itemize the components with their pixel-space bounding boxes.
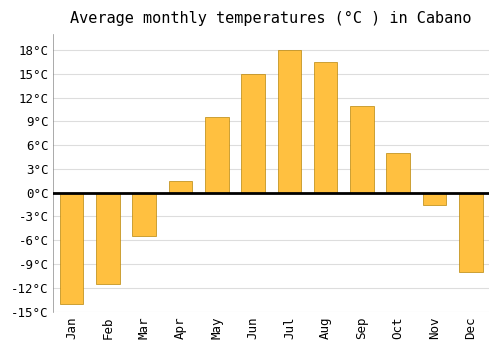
Bar — [350, 106, 374, 193]
Bar — [205, 117, 229, 193]
Bar — [422, 193, 446, 204]
Bar — [96, 193, 120, 284]
Bar — [459, 193, 482, 272]
Bar — [168, 181, 192, 193]
Bar — [278, 50, 301, 193]
Bar — [132, 193, 156, 236]
Bar — [60, 193, 84, 303]
Title: Average monthly temperatures (°C ) in Cabano: Average monthly temperatures (°C ) in Ca… — [70, 11, 472, 26]
Bar — [241, 74, 265, 193]
Bar — [386, 153, 410, 193]
Bar — [314, 62, 338, 193]
